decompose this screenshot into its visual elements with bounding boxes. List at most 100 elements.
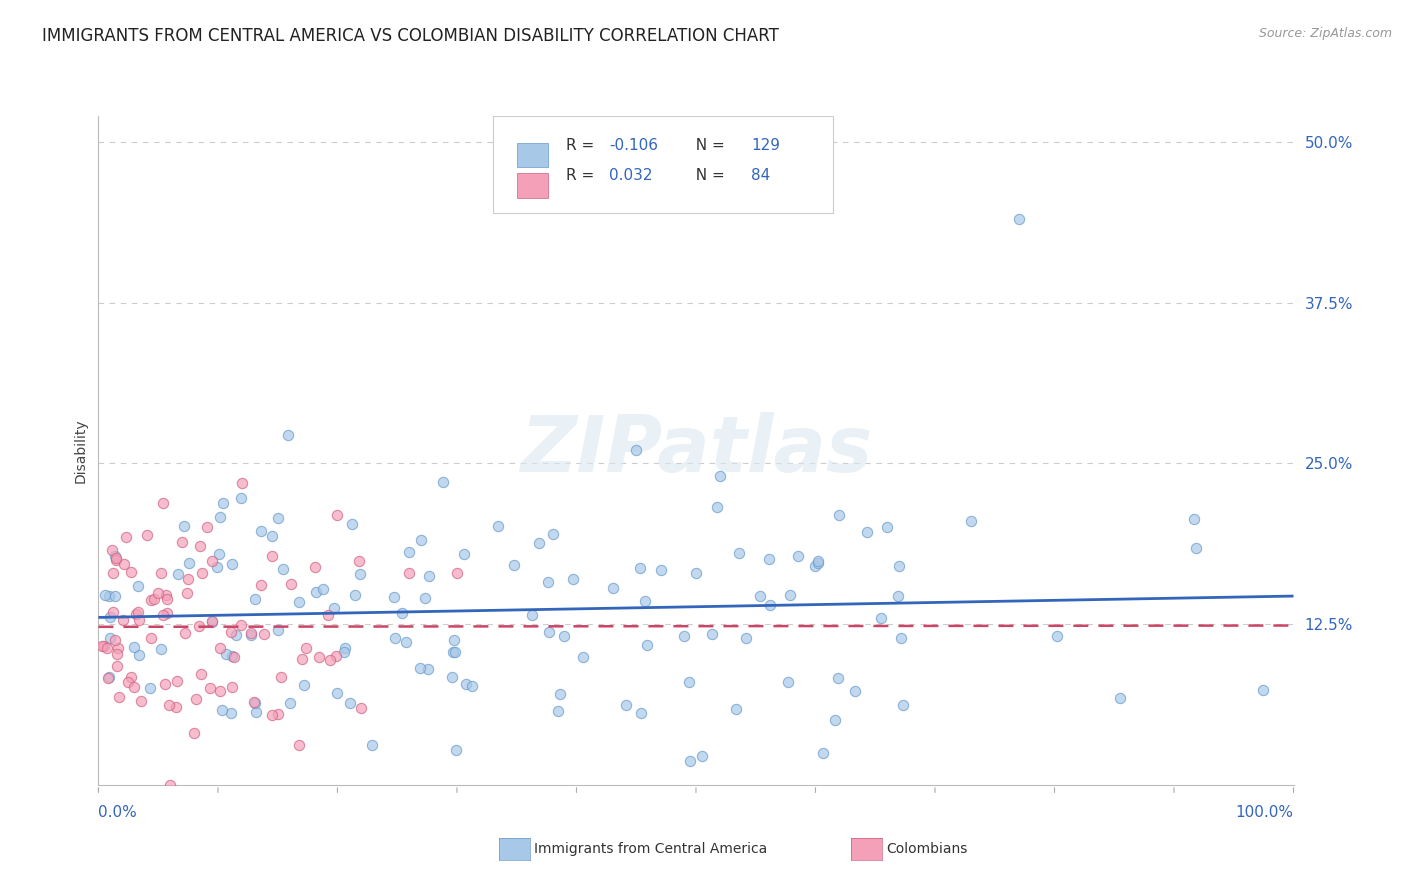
FancyBboxPatch shape <box>517 144 548 168</box>
Point <box>700 627 723 641</box>
Point <box>240 626 263 640</box>
Point <box>107 690 129 704</box>
Point <box>350 700 373 714</box>
Point <box>382 591 405 605</box>
Point <box>280 577 302 591</box>
Point <box>288 595 311 609</box>
Point <box>139 593 162 607</box>
Point <box>240 628 263 642</box>
Point <box>98 590 121 604</box>
Point <box>225 627 247 641</box>
Point <box>650 563 672 577</box>
Text: N =: N = <box>686 168 730 183</box>
Point <box>152 496 174 510</box>
Point <box>111 613 134 627</box>
Point <box>332 645 354 659</box>
Point <box>319 652 342 666</box>
Point <box>537 575 560 590</box>
Point <box>628 561 651 575</box>
Point <box>486 519 509 533</box>
Point <box>828 508 851 522</box>
Point <box>177 572 200 586</box>
Point <box>779 588 801 602</box>
Point <box>176 586 198 600</box>
Point <box>1108 690 1130 705</box>
Point <box>728 546 751 560</box>
Point <box>454 677 477 691</box>
Point <box>273 562 295 576</box>
Point <box>335 641 357 656</box>
Point <box>94 588 117 602</box>
Text: Colombians: Colombians <box>886 842 967 856</box>
Point <box>291 652 314 666</box>
Point <box>221 681 243 695</box>
Point <box>443 632 465 647</box>
Point <box>807 554 830 568</box>
Point <box>318 608 340 623</box>
Point <box>267 511 290 525</box>
Point <box>441 645 464 659</box>
Point <box>361 738 384 752</box>
Point <box>107 640 129 655</box>
Point <box>270 671 292 685</box>
Point <box>323 601 346 615</box>
Point <box>120 670 142 684</box>
Point <box>326 508 349 522</box>
Point <box>758 552 780 566</box>
Point <box>96 641 118 656</box>
Point <box>887 589 910 603</box>
Point <box>292 678 315 692</box>
Point <box>98 609 121 624</box>
Point <box>304 559 326 574</box>
Point <box>98 670 121 684</box>
Point <box>156 606 179 620</box>
Point <box>157 698 180 712</box>
Point <box>173 519 195 533</box>
Point <box>166 566 188 581</box>
Text: 84: 84 <box>751 168 770 183</box>
Point <box>201 554 224 568</box>
Point <box>183 726 205 740</box>
Point <box>104 632 127 647</box>
Point <box>844 684 866 698</box>
Point <box>413 591 436 605</box>
Point <box>305 585 328 599</box>
Point <box>547 704 569 718</box>
Point <box>325 648 347 663</box>
Point <box>156 591 179 606</box>
Point <box>104 549 127 564</box>
Point <box>146 586 169 600</box>
Point <box>128 613 150 627</box>
Point <box>166 673 188 688</box>
Text: N =: N = <box>686 138 730 153</box>
Point <box>190 666 212 681</box>
Point <box>384 631 406 645</box>
Point <box>759 598 782 612</box>
Point <box>550 687 572 701</box>
Point <box>391 606 413 620</box>
Point <box>90 639 112 653</box>
Point <box>249 578 271 592</box>
Point <box>811 746 834 760</box>
Text: IMMIGRANTS FROM CENTRAL AMERICA VS COLOMBIAN DISABILITY CORRELATION CHART: IMMIGRANTS FROM CENTRAL AMERICA VS COLOM… <box>42 27 779 45</box>
Point <box>678 675 700 690</box>
Point <box>191 566 214 581</box>
Y-axis label: Disability: Disability <box>73 418 87 483</box>
Point <box>553 629 575 643</box>
Point <box>243 696 266 710</box>
Point <box>633 594 655 608</box>
Point <box>101 543 124 558</box>
Point <box>1046 629 1069 643</box>
Text: 0.0%: 0.0% <box>98 805 138 820</box>
Point <box>398 566 420 580</box>
Point <box>409 661 432 675</box>
Point <box>344 588 367 602</box>
Point <box>104 589 127 603</box>
Point <box>893 698 915 713</box>
Point <box>105 659 128 673</box>
Point <box>541 527 564 541</box>
Point <box>277 427 299 442</box>
Point <box>104 550 127 565</box>
Point <box>734 631 756 645</box>
Point <box>253 627 276 641</box>
